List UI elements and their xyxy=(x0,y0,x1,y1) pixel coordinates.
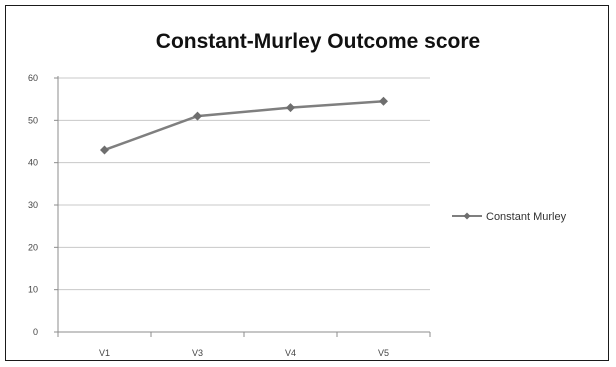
x-tick-label-v3: V3 xyxy=(192,348,203,358)
chart-title: Constant-Murley Outcome score xyxy=(156,30,480,53)
y-tick-label-40: 40 xyxy=(28,158,38,168)
data-point-v4 xyxy=(286,103,295,113)
legend-label-constant-murley: Constant Murley xyxy=(486,211,567,223)
data-point-v3 xyxy=(193,111,202,121)
data-point-v1 xyxy=(100,145,109,155)
y-tick-label-0: 0 xyxy=(33,327,38,337)
y-tick-label-30: 30 xyxy=(28,200,38,210)
y-tick-label-20: 20 xyxy=(28,242,38,252)
series-line-constant-murley xyxy=(104,100,384,152)
y-tick-label-60: 60 xyxy=(28,73,38,83)
x-tick-label-v1: V1 xyxy=(99,348,110,358)
x-tick-label-v4: V4 xyxy=(285,348,296,358)
legend-marker xyxy=(463,212,471,220)
y-tick-label-10: 10 xyxy=(28,285,38,295)
x-tick-label-v5: V5 xyxy=(378,348,389,358)
data-point-v5 xyxy=(379,96,388,106)
y-tick-label-50: 50 xyxy=(28,115,38,125)
chart-frame xyxy=(5,5,609,361)
